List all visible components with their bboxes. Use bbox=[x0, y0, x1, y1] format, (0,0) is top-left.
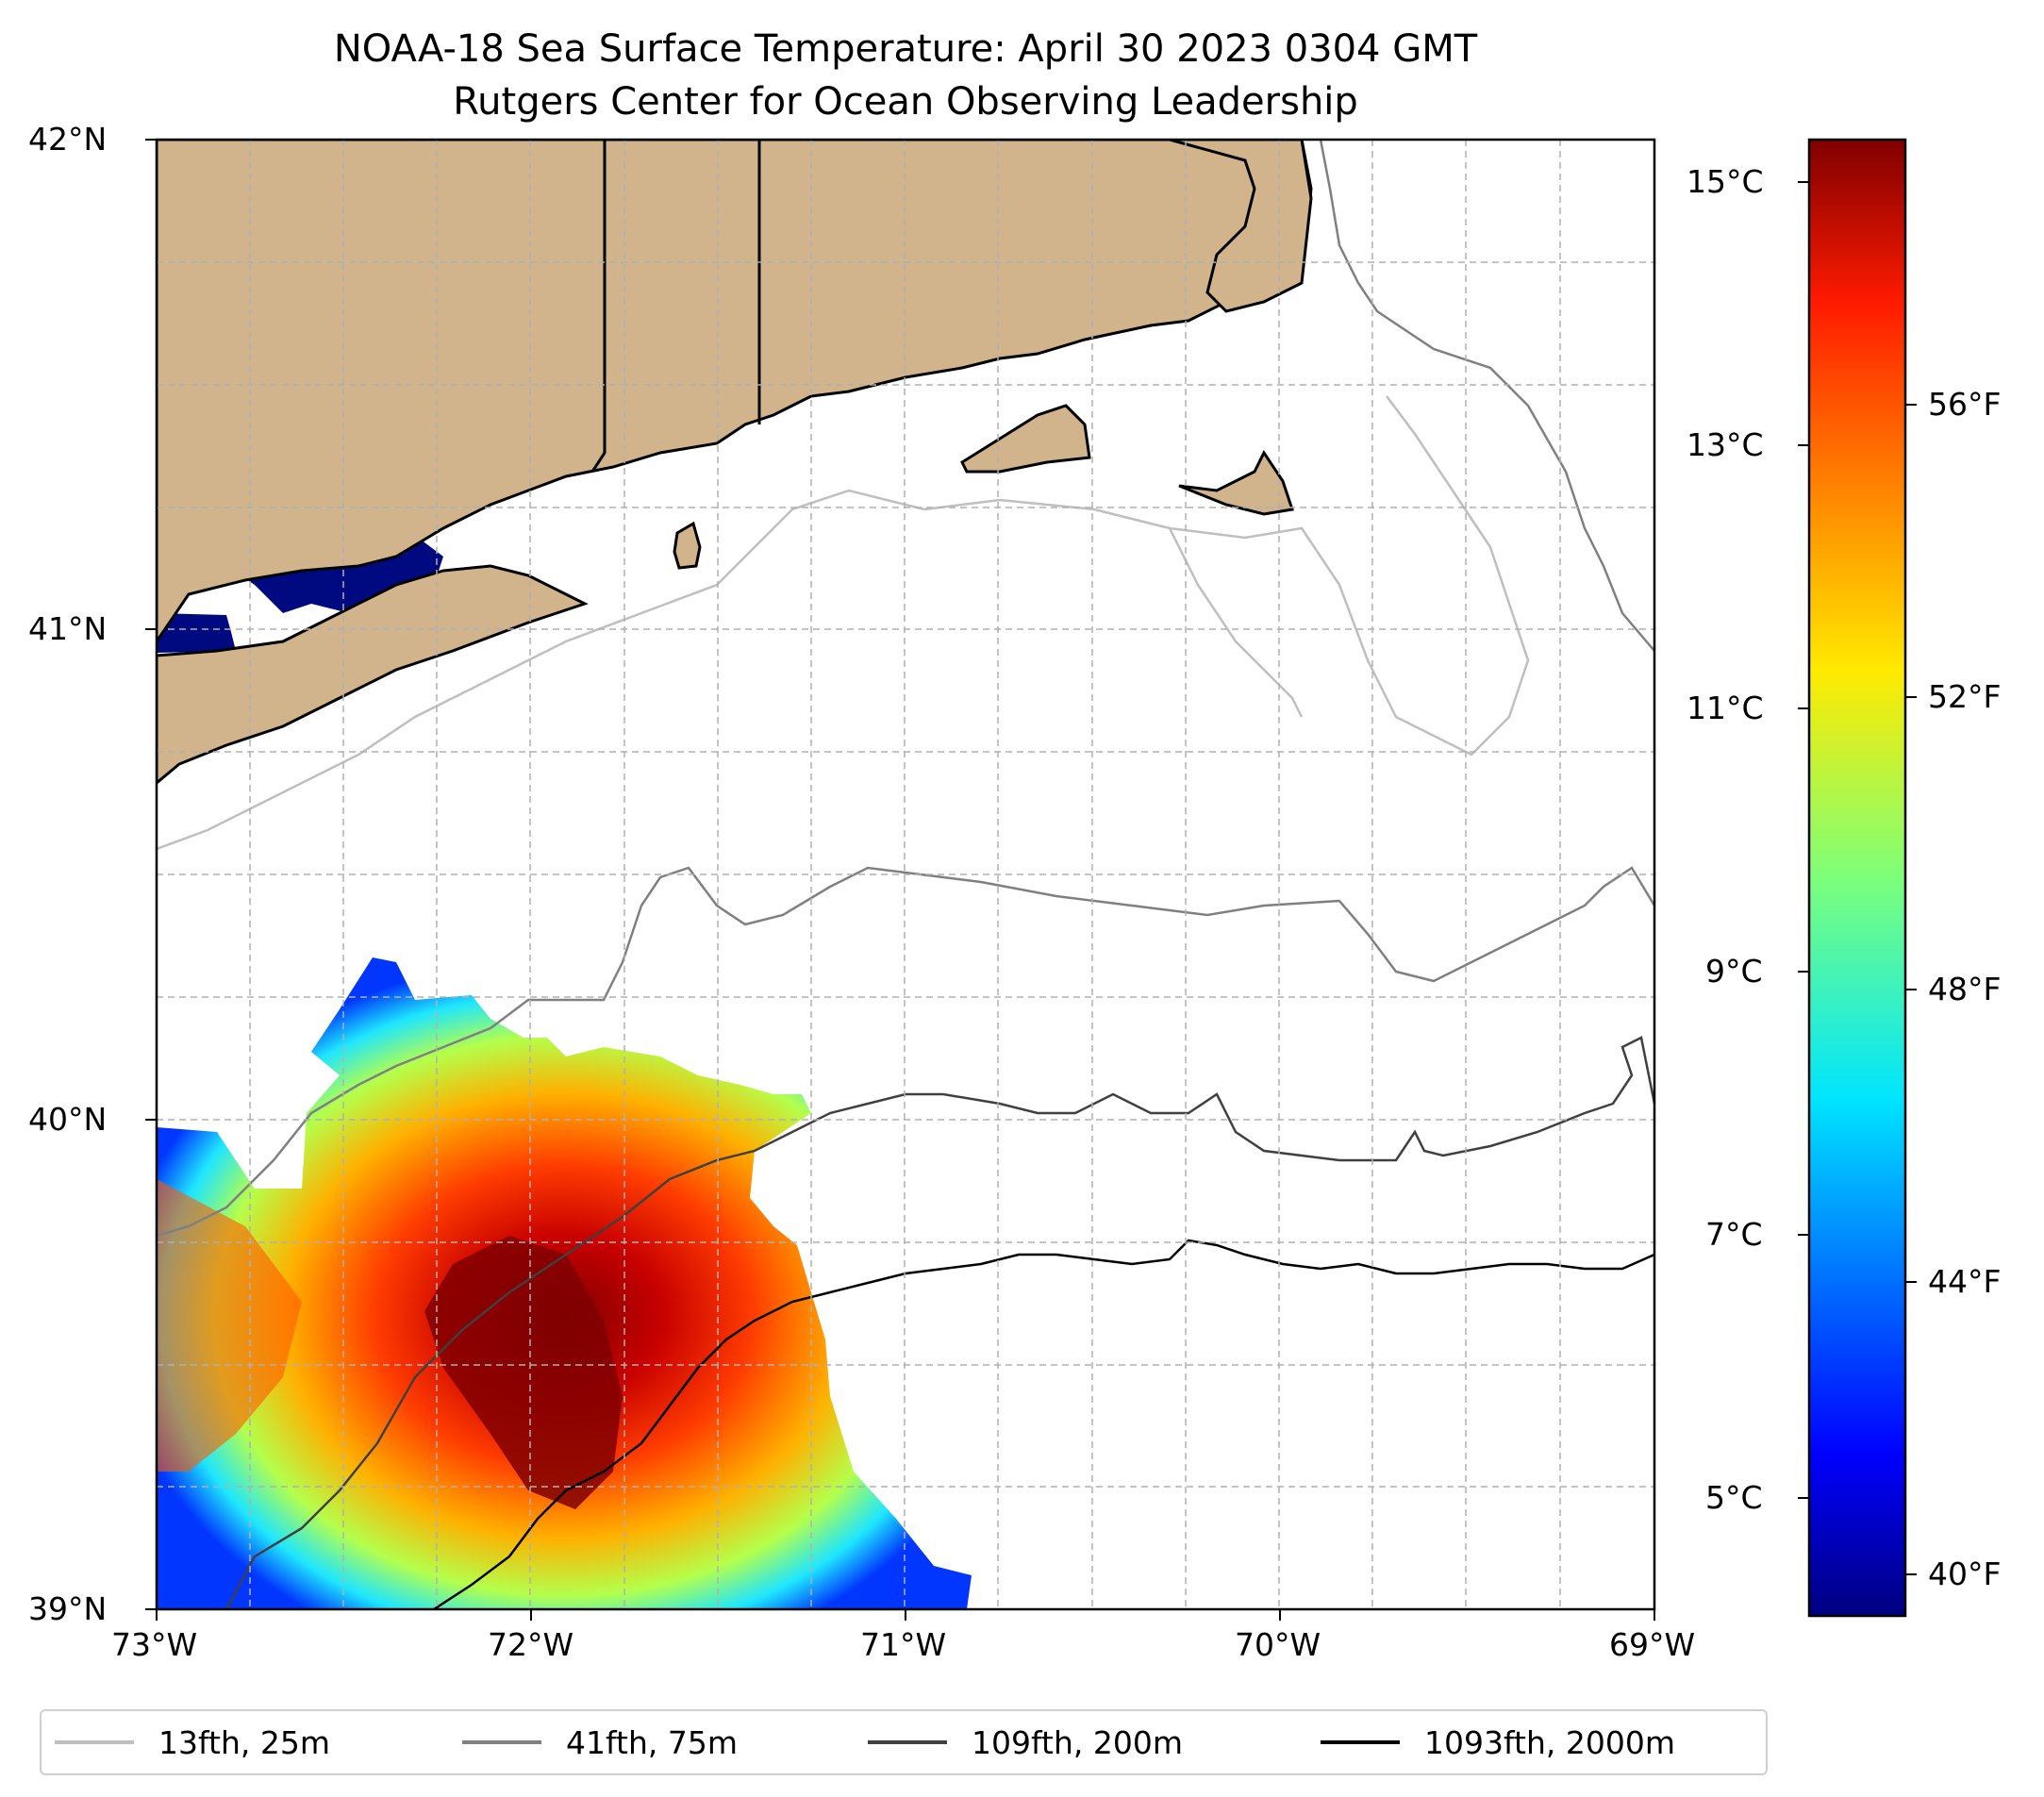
y-tick-label: 39°N bbox=[28, 1590, 108, 1627]
legend-label: 13fth, 25m bbox=[158, 1723, 330, 1761]
chart-subtitle: Rutgers Center for Ocean Observing Leade… bbox=[453, 80, 1358, 124]
colorbar-ticks bbox=[1798, 181, 1917, 1575]
legend-label: 1093fth, 2000m bbox=[1424, 1723, 1675, 1761]
colorbar-celsius-label: 7°C bbox=[1705, 1216, 1763, 1253]
legend-swatch-2000m bbox=[1321, 1740, 1400, 1744]
isobath-25m bbox=[157, 395, 1530, 851]
x-tick-label: 71°W bbox=[860, 1626, 947, 1663]
colorbar-celsius-label: 9°C bbox=[1705, 953, 1763, 990]
sst-core-hot bbox=[424, 1236, 623, 1509]
sst-cold-patch-west bbox=[157, 613, 236, 653]
legend-swatch-25m bbox=[55, 1740, 134, 1744]
isobath-200m bbox=[224, 1036, 1654, 1609]
legend-item-75m: 41fth, 75m bbox=[462, 1711, 738, 1773]
legend-swatch-75m bbox=[462, 1740, 541, 1744]
colorbar-celsius-label: 13°C bbox=[1687, 426, 1764, 463]
colorbar-fahrenheit-label: 40°F bbox=[1928, 1556, 2002, 1592]
legend-item-25m: 13fth, 25m bbox=[55, 1711, 330, 1773]
x-tick-label: 69°W bbox=[1609, 1626, 1696, 1663]
land-marthas-vineyard bbox=[960, 404, 1091, 474]
legend-item-2000m: 1093fth, 2000m bbox=[1321, 1711, 1675, 1773]
y-tick-label: 41°N bbox=[28, 610, 108, 647]
map-grid bbox=[156, 140, 1654, 1609]
land-nantucket bbox=[1178, 450, 1294, 516]
legend-label: 41fth, 75m bbox=[566, 1723, 738, 1761]
y-tick-label: 42°N bbox=[28, 121, 108, 158]
legend-swatch-200m bbox=[868, 1740, 947, 1744]
isobath-legend: 13fth, 25m 41fth, 75m 109fth, 200m 1093f… bbox=[40, 1709, 1768, 1775]
sst-west-band bbox=[157, 1179, 302, 1472]
y-tick-label: 40°N bbox=[28, 1101, 108, 1138]
x-tick-label: 73°W bbox=[111, 1626, 198, 1663]
land-block-island bbox=[673, 521, 702, 570]
colorbar-fahrenheit-label: 56°F bbox=[1928, 386, 2002, 423]
colorbar-fahrenheit-label: 52°F bbox=[1928, 678, 2002, 715]
colorbar bbox=[1807, 138, 1907, 1618]
colorbar-celsius-label: 11°C bbox=[1687, 690, 1764, 726]
land-cape-cod bbox=[1169, 140, 1313, 313]
colorbar-fahrenheit-label: 44°F bbox=[1928, 1263, 2002, 1300]
x-tick-label: 72°W bbox=[488, 1626, 574, 1663]
isobath-75m bbox=[157, 140, 1654, 1238]
state-border bbox=[590, 140, 607, 473]
x-tick-label: 70°W bbox=[1235, 1626, 1321, 1663]
map-ticks bbox=[145, 139, 1655, 1621]
colorbar-celsius-label: 5°C bbox=[1705, 1479, 1763, 1516]
legend-label: 109fth, 200m bbox=[972, 1723, 1183, 1761]
colorbar-celsius-label: 15°C bbox=[1687, 163, 1764, 200]
isobath-2000m bbox=[433, 1239, 1654, 1609]
chart-title: NOAA-18 Sea Surface Temperature: April 3… bbox=[333, 27, 1478, 71]
colorbar-fahrenheit-label: 48°F bbox=[1928, 971, 2002, 1007]
legend-item-200m: 109fth, 200m bbox=[868, 1711, 1183, 1773]
land-long-island bbox=[157, 564, 589, 785]
